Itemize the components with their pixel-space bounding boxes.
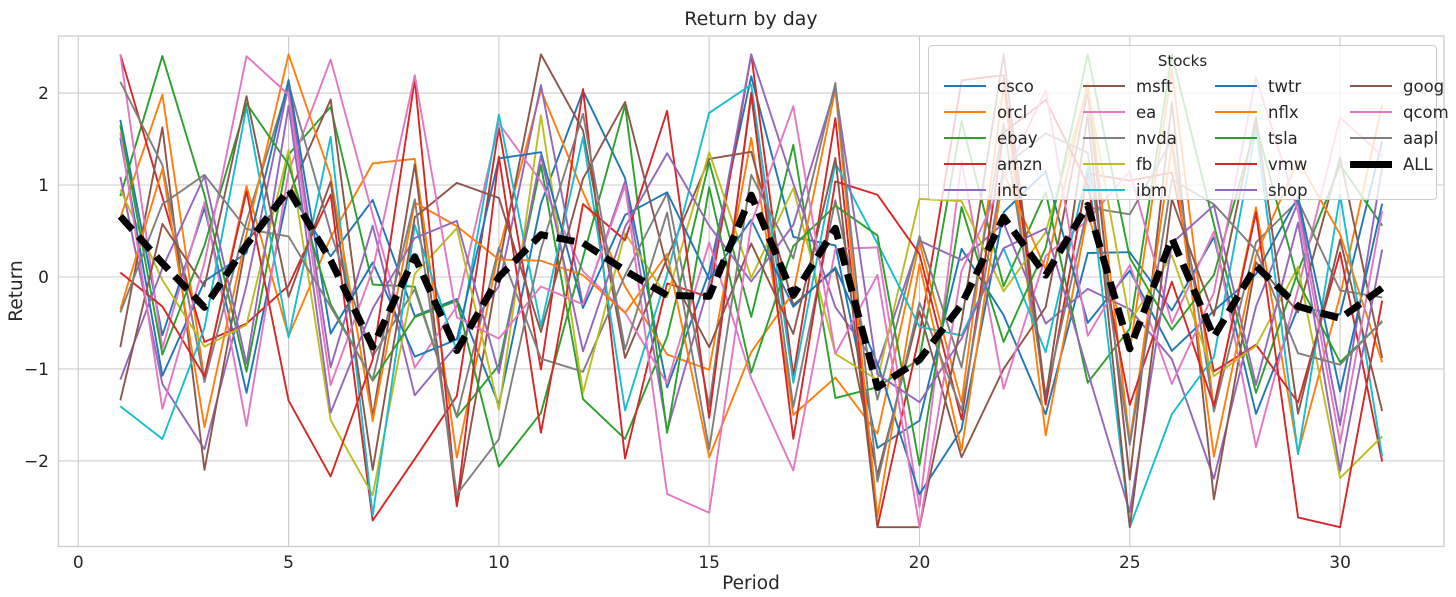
legend-label: goog: [1403, 76, 1445, 96]
legend-label: orcl: [997, 102, 1028, 122]
legend-item-orcl: orcl: [937, 99, 1072, 125]
x-tick-label: 25: [1119, 553, 1141, 573]
legend-label: ebay: [997, 128, 1038, 148]
ebay-line-swatch: [944, 136, 986, 140]
series-line-twtr: [119, 79, 1384, 496]
legend-item-nflx: nflx: [1208, 99, 1339, 125]
csco-line-swatch: [944, 84, 986, 88]
legend-label: vmw: [1268, 154, 1308, 174]
twtr-line-swatch: [1215, 84, 1257, 88]
aapl-line-swatch: [1350, 136, 1392, 140]
orcl-line-swatch: [944, 110, 986, 114]
legend-item-vmw: vmw: [1208, 151, 1339, 177]
goog-line-swatch: [1350, 84, 1392, 88]
legend-item-ea: ea: [1076, 99, 1204, 125]
legend-item-aapl: aapl: [1343, 125, 1449, 151]
legend-item-twtr: twtr: [1208, 73, 1339, 99]
legend-label: fb: [1136, 154, 1153, 174]
legend-label: ibm: [1136, 180, 1168, 200]
legend-item-all: ALL: [1343, 151, 1449, 177]
nflx-line-swatch: [1215, 110, 1257, 114]
legend-box: Stocks csco orcl ebay amzn intc msft ea nvda fb i…: [928, 45, 1449, 203]
series-line-ea: [119, 54, 1383, 509]
legend-item-shop: shop: [1208, 177, 1339, 203]
legend-label: ALL: [1403, 154, 1433, 174]
legend-label: shop: [1268, 180, 1308, 200]
legend-item-nvda: nvda: [1076, 125, 1204, 151]
legend-label: ea: [1136, 102, 1157, 122]
series-line-intc: [119, 53, 1384, 480]
chart-title: Return by day: [684, 8, 817, 30]
legend-item-ebay: ebay: [937, 125, 1072, 151]
series-line-fb: [119, 87, 1383, 497]
legend-label: tsla: [1268, 128, 1298, 148]
fb-line-swatch: [1083, 162, 1125, 166]
y-tick-label: 1: [38, 176, 49, 196]
x-tick-label: 0: [73, 553, 84, 573]
y-tick-label: 0: [38, 268, 49, 288]
x-tick-label: 5: [283, 553, 294, 573]
x-axis-label: Period: [722, 573, 780, 594]
series-line-vmw: [119, 78, 1384, 529]
legend-label: msft: [1136, 76, 1173, 96]
y-tick-label: −1: [24, 360, 49, 380]
series-line-ibm: [119, 83, 1384, 529]
legend-label: nflx: [1268, 102, 1299, 122]
y-axis-label: Return: [6, 260, 27, 321]
legend-label: amzn: [997, 154, 1043, 174]
x-tick-label: 30: [1329, 553, 1351, 573]
legend-label: intc: [997, 180, 1028, 200]
vmw-line-swatch: [1215, 162, 1257, 166]
legend-label: csco: [997, 76, 1034, 96]
series-line-tsla: [119, 53, 1383, 468]
intc-line-swatch: [944, 188, 986, 192]
ea-line-swatch: [1083, 110, 1125, 114]
x-tick-label: 15: [698, 553, 720, 573]
qcom-line-swatch: [1350, 110, 1392, 114]
legend-item-tsla: tsla: [1208, 125, 1339, 151]
legend-item-fb: fb: [1076, 151, 1204, 177]
legend-label: twtr: [1268, 76, 1302, 96]
y-tick-label: 2: [38, 84, 49, 104]
legend-items: csco orcl ebay amzn intc msft ea nvda fb ibm twtr n…: [937, 73, 1449, 203]
msft-line-swatch: [1083, 84, 1125, 88]
nvda-line-swatch: [1083, 136, 1125, 140]
legend-label: aapl: [1403, 128, 1439, 148]
shop-line-swatch: [1215, 188, 1257, 192]
x-tick-label: 10: [488, 553, 510, 573]
y-tick-label: −2: [24, 452, 49, 472]
legend-title: Stocks: [1157, 52, 1208, 70]
legend-item-ibm: ibm: [1076, 177, 1204, 203]
tsla-line-swatch: [1215, 136, 1257, 140]
series-line-csco: [119, 75, 1384, 449]
legend-item-csco: csco: [937, 73, 1072, 99]
legend-item-qcom: qcom: [1343, 99, 1449, 125]
legend-label: qcom: [1403, 102, 1449, 122]
legend-label: nvda: [1136, 128, 1177, 148]
legend-item-intc: intc: [937, 177, 1072, 203]
legend-item-amzn: amzn: [937, 151, 1072, 177]
plot-frame: [57, 35, 1445, 548]
all-line-swatch: [1350, 160, 1392, 168]
x-tick-label: 20: [909, 553, 931, 573]
series-line-all-mean: [117, 186, 1385, 391]
series-line-qcom: [119, 55, 1384, 529]
amzn-line-swatch: [944, 162, 986, 166]
ibm-line-swatch: [1083, 188, 1125, 192]
legend-item-msft: msft: [1076, 73, 1204, 99]
legend-item-goog: goog: [1343, 73, 1449, 99]
